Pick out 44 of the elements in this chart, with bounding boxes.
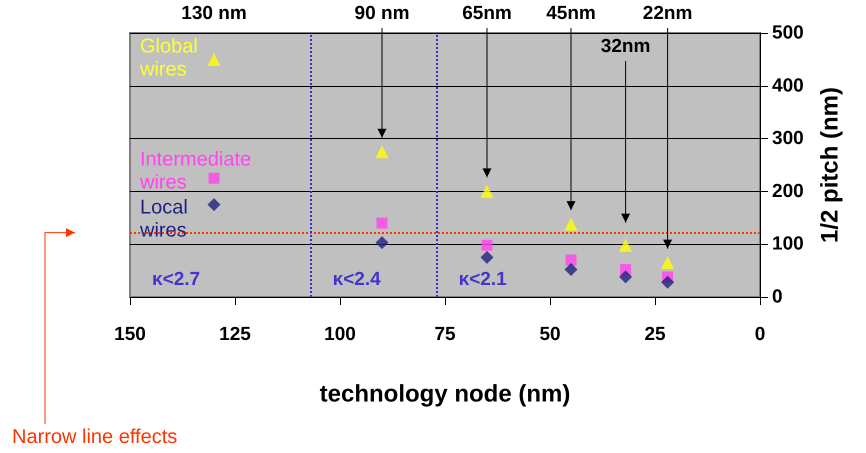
point [564,218,578,231]
x-tick-label: 25 [644,324,666,345]
point [566,254,576,266]
text: 65nm [462,3,512,24]
y-tick-label: 400 [772,75,804,96]
annotation: κ<2.4 [332,269,382,290]
point [480,184,494,198]
point [480,250,494,264]
point [376,236,388,250]
x-tick-label: 150 [114,324,146,345]
annotation: κ<2.1 [458,269,508,290]
point [482,240,492,251]
series-label: Intermediate wires [139,148,252,194]
series-label: Global wires [139,36,198,80]
x-tick-label: 100 [324,324,356,345]
series-label: Local wires [139,196,188,242]
x-axis-title: technology node (nm) [320,380,570,408]
point [619,270,632,284]
ref-line-label: Narrow line effects [12,426,178,448]
point [376,218,388,229]
y-axis-title: 1/2 pitch (nm) [816,86,844,244]
point [208,172,220,184]
point [208,198,220,212]
point [619,238,632,252]
y-tick-label: 500 [772,22,804,44]
annotation: 32nm [600,36,650,57]
point [208,52,220,66]
point [564,263,578,276]
text: 90 nm [354,3,410,24]
point [661,276,674,289]
x-tick-label: 125 [219,324,252,345]
y-tick-label: 300 [772,128,804,150]
text: 130 nm [181,3,247,24]
x-tick-label: 75 [434,324,456,345]
point [661,256,674,270]
annotation: κ<2.7 [152,269,200,290]
x-tick-label: 0 [754,324,766,345]
point [376,145,388,158]
text: 22nm [642,3,692,24]
y-tick-label: 0 [772,286,783,308]
x-tick-label: 50 [539,324,561,345]
y-tick-label: 200 [772,180,804,202]
text: 45nm [546,3,596,24]
y-tick-label: 100 [772,234,804,255]
